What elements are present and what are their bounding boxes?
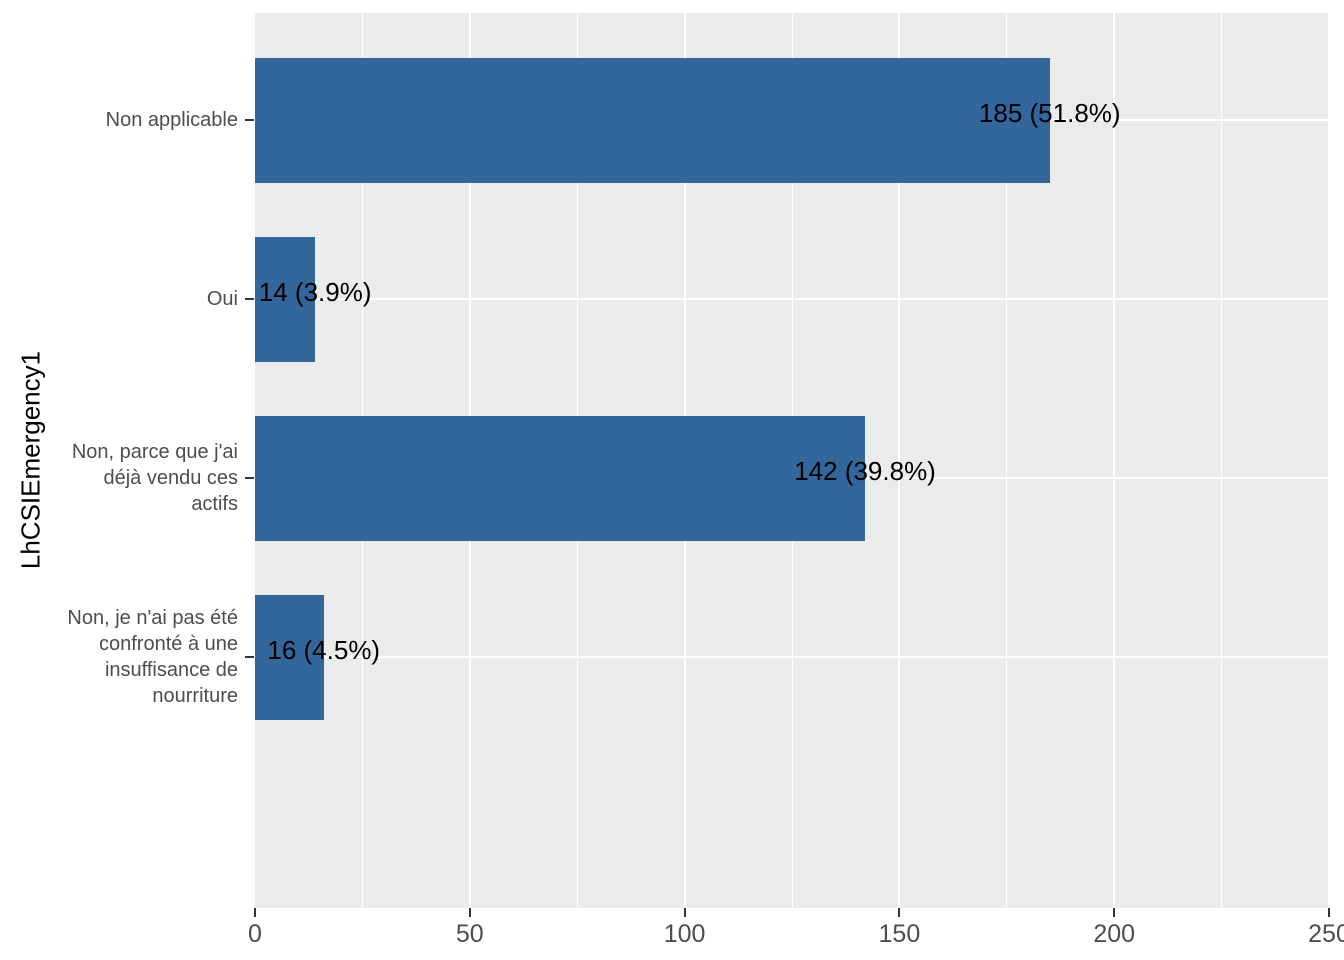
x-axis-tick [254,908,256,917]
gridline-major-vertical [1328,13,1330,908]
gridline-minor-vertical [1221,13,1223,908]
x-axis-tick [1113,908,1116,917]
bar [255,415,866,542]
y-axis-tick [245,119,254,122]
y-axis-labels: Non applicable Oui Non, parce que j'ai déj… [0,13,238,908]
x-axis-tick-label: 0 [248,920,262,948]
x-axis-tick [1328,908,1330,917]
gridline-major-horizontal [255,298,1329,301]
x-axis-tick [468,908,471,917]
x-axis-tick-label: 200 [1093,920,1136,948]
x-axis-tick-label: 250 [1308,920,1344,948]
y-category-label: Non, je n'ai pas été confronté à une ins… [67,607,238,708]
bar [255,594,324,721]
bar-value-label: 142 (39.8%) [794,456,936,487]
y-category-label: Non applicable [105,109,238,132]
gridline-major-horizontal [255,656,1329,659]
gridline-minor-vertical [1006,13,1008,908]
gridline-major-vertical [1113,13,1116,908]
y-axis-tick [245,656,254,659]
bar-value-label: 185 (51.8%) [978,98,1121,129]
x-axis-tick-label: 100 [663,920,706,948]
y-category-label: Non, parce que j'ai déjà vendu ces actif… [71,441,238,516]
bar-value-label: 16 (4.5%) [267,635,381,666]
x-axis-tick-label: 150 [878,920,921,948]
bar [255,236,316,363]
bar [255,57,1050,184]
y-axis-tick [245,477,254,480]
x-axis-tick-label: 50 [455,920,484,948]
y-category-label: Oui [206,288,238,311]
x-axis-tick [898,908,901,917]
bar-value-label: 14 (3.9%) [258,277,372,308]
plot-panel: 185 (51.8%) 14 (3.9%) 142 (39.8%) 16 (4.5%) [255,13,1330,908]
gridline-major-vertical [898,13,901,908]
y-axis-tick [245,298,254,301]
x-axis-tick [683,908,686,917]
